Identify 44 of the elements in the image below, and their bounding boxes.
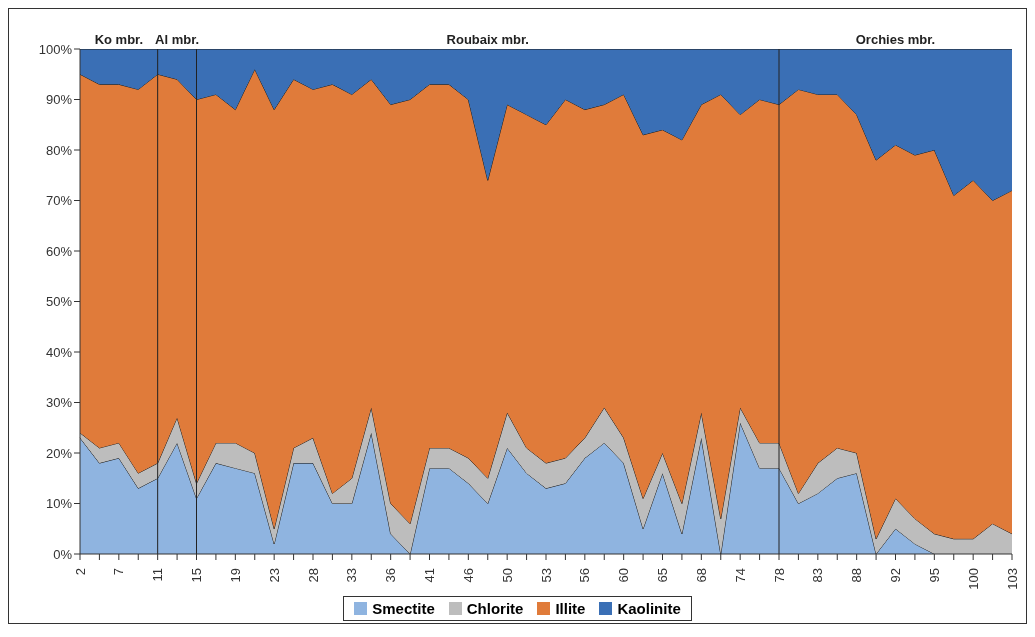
text: Orchies mbr. — [855, 32, 936, 47]
y-tick-label: 50% — [45, 294, 73, 310]
x-tick-label: 7 — [111, 568, 127, 576]
x-tick-label: 23 — [266, 568, 282, 583]
x-tick-label: 19 — [227, 568, 243, 583]
x-tick-label: 60 — [616, 568, 632, 583]
x-tick-label: 28 — [305, 568, 321, 583]
legend-label: Smectite — [371, 600, 435, 617]
y-tick-label: 60% — [45, 243, 73, 259]
x-tick-label: 95 — [926, 568, 942, 583]
y-tick-label: 90% — [45, 92, 73, 108]
x-tick-label: 56 — [577, 568, 593, 583]
x-tick-label: 100 — [965, 568, 981, 590]
y-tick-label: 0% — [53, 546, 73, 562]
x-tick-label: 78 — [771, 568, 787, 583]
y-tick-label: 30% — [45, 395, 73, 411]
x-tick-label: 46 — [460, 568, 476, 583]
text: Al mbr. — [155, 32, 200, 47]
y-tick-label: 100% — [38, 41, 73, 57]
x-tick-label: 2 — [72, 568, 88, 576]
x-tick-label: 92 — [888, 568, 903, 583]
x-tick-label: 88 — [849, 568, 865, 583]
y-tick-label: 40% — [45, 344, 73, 360]
x-tick-label: 53 — [538, 568, 554, 583]
x-tick-label: 33 — [344, 568, 360, 583]
x-tick-label: 11 — [150, 568, 166, 582]
x-tick-label: 15 — [189, 568, 204, 583]
text: Ko mbr. — [94, 32, 144, 47]
x-tick-label: 68 — [693, 568, 709, 583]
y-tick-label: 20% — [45, 445, 73, 461]
y-tick-label: 10% — [45, 496, 73, 512]
x-tick-label: 50 — [499, 568, 515, 583]
x-tick-label: 65 — [655, 568, 670, 583]
x-tick-label: 83 — [810, 568, 826, 583]
x-tick-label: 36 — [383, 568, 399, 583]
legend-label: Chlorite — [465, 600, 524, 617]
x-tick-label: 41 — [422, 568, 437, 583]
y-tick-label: 70% — [45, 193, 73, 209]
text: Roubaix mbr. — [446, 32, 529, 47]
y-tick-label: 80% — [45, 142, 73, 158]
x-tick-label: 103 — [1004, 568, 1020, 590]
legend-label: Illite — [554, 600, 586, 617]
legend-label: Kaolinite — [616, 600, 681, 617]
x-tick-label: 74 — [732, 568, 748, 583]
